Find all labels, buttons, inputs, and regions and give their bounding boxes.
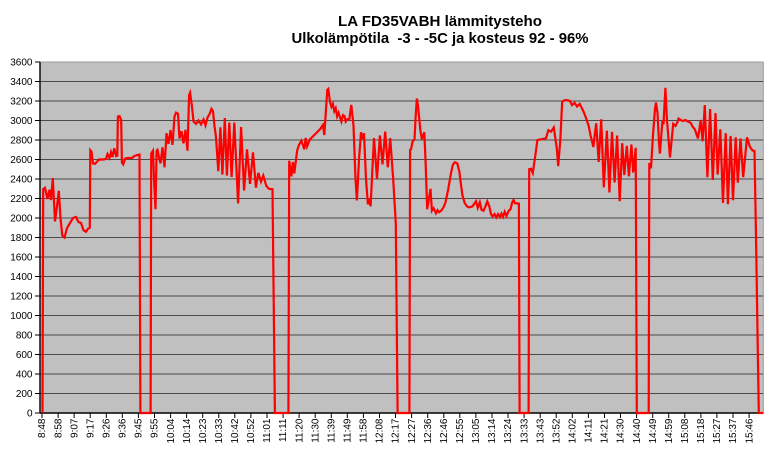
svg-text:9:07: 9:07: [69, 418, 80, 438]
svg-text:9:55: 9:55: [150, 418, 161, 438]
svg-text:2000: 2000: [10, 214, 33, 225]
svg-text:15:37: 15:37: [728, 418, 739, 443]
svg-text:15:18: 15:18: [696, 418, 707, 443]
svg-text:2600: 2600: [10, 155, 33, 166]
svg-text:3600: 3600: [10, 58, 33, 69]
svg-text:9:45: 9:45: [134, 418, 145, 438]
svg-text:15:46: 15:46: [744, 418, 755, 443]
svg-text:15:27: 15:27: [712, 418, 723, 443]
svg-text:10:33: 10:33: [214, 418, 225, 443]
svg-text:2200: 2200: [10, 194, 33, 205]
svg-text:11:01: 11:01: [262, 418, 273, 443]
svg-text:14:40: 14:40: [632, 418, 643, 443]
svg-text:13:05: 13:05: [471, 418, 482, 443]
svg-text:13:24: 13:24: [503, 418, 514, 443]
svg-text:1000: 1000: [10, 311, 33, 322]
svg-text:8:58: 8:58: [53, 418, 64, 438]
svg-text:11:30: 11:30: [310, 418, 321, 443]
svg-text:12:17: 12:17: [391, 418, 402, 443]
svg-text:9:17: 9:17: [85, 418, 96, 438]
svg-text:10:04: 10:04: [166, 418, 177, 443]
svg-text:10:42: 10:42: [230, 418, 241, 443]
svg-text:2400: 2400: [10, 175, 33, 186]
svg-text:11:11: 11:11: [278, 418, 289, 442]
svg-text:14:49: 14:49: [648, 418, 659, 443]
svg-text:11:39: 11:39: [327, 418, 338, 443]
svg-text:12:08: 12:08: [375, 418, 386, 443]
svg-text:9:36: 9:36: [118, 418, 129, 438]
svg-text:2800: 2800: [10, 136, 33, 147]
svg-text:12:27: 12:27: [407, 418, 418, 443]
svg-text:1600: 1600: [10, 253, 33, 264]
svg-text:Ulkolämpötila -3 - -5C ja kos: Ulkolämpötila -3 - -5C ja kosteus 92 - 9…: [292, 30, 589, 47]
svg-text:3000: 3000: [10, 116, 33, 127]
svg-text:10:52: 10:52: [246, 418, 257, 443]
svg-text:14:21: 14:21: [600, 418, 611, 443]
svg-text:1200: 1200: [10, 292, 33, 303]
svg-text:13:43: 13:43: [535, 418, 546, 443]
svg-text:13:52: 13:52: [551, 418, 562, 443]
svg-text:3400: 3400: [10, 77, 33, 88]
svg-text:14:11: 14:11: [584, 418, 595, 443]
svg-text:13:14: 13:14: [487, 418, 498, 443]
svg-text:10:23: 10:23: [198, 418, 209, 443]
svg-text:15:08: 15:08: [680, 418, 691, 443]
svg-text:12:55: 12:55: [455, 418, 466, 443]
svg-text:12:46: 12:46: [439, 418, 450, 443]
svg-text:11:58: 11:58: [359, 418, 370, 443]
svg-text:3200: 3200: [10, 97, 33, 108]
svg-text:400: 400: [16, 370, 33, 381]
svg-text:9:26: 9:26: [102, 418, 113, 438]
svg-text:14:30: 14:30: [616, 418, 627, 443]
svg-text:200: 200: [16, 389, 33, 400]
svg-text:1400: 1400: [10, 272, 33, 283]
svg-text:11:20: 11:20: [294, 418, 305, 443]
svg-text:800: 800: [16, 331, 33, 342]
svg-text:11:49: 11:49: [343, 418, 354, 443]
svg-text:600: 600: [16, 350, 33, 361]
svg-text:12:36: 12:36: [423, 418, 434, 443]
svg-text:0: 0: [27, 409, 33, 420]
svg-text:10:14: 10:14: [182, 418, 193, 443]
svg-text:LA FD35VABH lämmitysteho: LA FD35VABH lämmitysteho: [338, 13, 542, 30]
svg-text:14:59: 14:59: [664, 418, 675, 443]
svg-text:8:48: 8:48: [37, 418, 48, 438]
svg-text:14:02: 14:02: [568, 418, 579, 443]
svg-text:1800: 1800: [10, 233, 33, 244]
svg-text:13:33: 13:33: [519, 418, 530, 443]
